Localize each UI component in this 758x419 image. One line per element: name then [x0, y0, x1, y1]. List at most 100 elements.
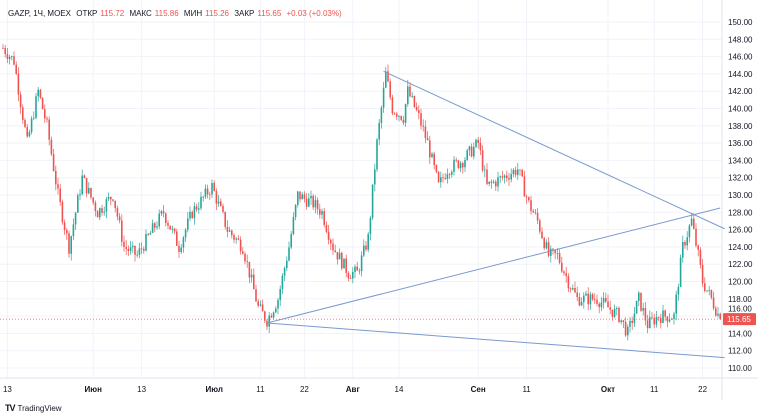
candle-body [695, 228, 697, 246]
candle-body [396, 113, 398, 117]
candle-body [477, 139, 479, 143]
candle-body [488, 181, 490, 184]
candle-body [246, 261, 248, 263]
candle-body [404, 104, 407, 123]
candle-body [180, 247, 182, 253]
candle-body [501, 176, 504, 178]
candle-body [539, 220, 541, 232]
candle-body [677, 286, 680, 295]
candle-body [217, 201, 220, 204]
candle-body [259, 304, 262, 306]
time-tick-label: Июн [84, 385, 102, 394]
candle-body [605, 297, 607, 302]
candle-body [481, 150, 484, 171]
candle-body [310, 195, 312, 199]
candle-body [321, 211, 323, 215]
candle-body [433, 153, 435, 166]
candle-body [712, 297, 715, 309]
candle-body [39, 89, 42, 98]
candle-body [90, 187, 92, 198]
brand-label: TradingView [17, 403, 62, 413]
candle-body [110, 196, 112, 200]
candle-body [345, 258, 347, 273]
candle-body [662, 310, 664, 323]
candle-body [457, 160, 460, 169]
candle-body [187, 218, 189, 230]
candle-body [642, 308, 644, 311]
candle-body [587, 293, 589, 305]
trend-line [383, 70, 725, 230]
candle-body [594, 299, 596, 301]
candle-body [534, 212, 537, 214]
low-value: 115.26 [205, 9, 229, 18]
candle-body [228, 230, 231, 232]
candle-body [422, 125, 424, 127]
time-tick-label: 11 [522, 385, 531, 394]
candle-body [510, 174, 512, 180]
candle-body [283, 268, 286, 276]
price-tick-label: 136.00 [728, 139, 753, 148]
candle-body [371, 184, 374, 218]
candle-body [308, 198, 310, 207]
candle-body [204, 188, 207, 197]
candle-body [701, 264, 704, 284]
candle-body [268, 315, 270, 327]
candle-body [613, 308, 616, 317]
candle-body [85, 178, 88, 194]
candle-body [424, 126, 427, 139]
candle-body [462, 163, 464, 168]
time-tick-label: Окт [601, 385, 615, 394]
candle-body [638, 292, 640, 301]
candle-body [431, 153, 433, 158]
candle-body [503, 175, 506, 178]
candle-body [239, 239, 242, 252]
candle-body [165, 213, 167, 223]
candle-body [514, 169, 517, 175]
candle-body [664, 310, 666, 317]
candle-body [94, 202, 97, 212]
candle-body [334, 250, 336, 253]
candle-body [88, 187, 90, 194]
candle-body [653, 317, 655, 325]
candle-body [620, 320, 622, 323]
candle-body [635, 300, 638, 314]
candlestick-chart[interactable]: 150.00 148.00 146.00 144.00 142.00 140.00 138.… [0, 0, 758, 400]
candle-body [572, 287, 574, 290]
candle-body [470, 146, 473, 157]
tradingview-logo[interactable]: TV TradingView [5, 403, 62, 413]
candle-body [629, 320, 631, 327]
candle-body [602, 297, 605, 303]
candle-body [574, 287, 576, 293]
candle-body [682, 241, 684, 258]
price-tick-label: 128.00 [728, 208, 753, 217]
candle-body [354, 266, 356, 272]
candle-body [13, 56, 15, 65]
candle-body [591, 294, 594, 300]
candle-body [589, 294, 592, 305]
candle-body [288, 247, 290, 261]
candle-body [55, 170, 57, 185]
candle-body [52, 154, 55, 171]
candle-body [107, 196, 110, 200]
candle-body [583, 295, 585, 303]
candle-body [162, 211, 165, 214]
candle-body [81, 175, 83, 195]
candle-body [143, 248, 145, 251]
candle-body [154, 223, 156, 228]
candle-body [360, 255, 363, 272]
price-tick-label: 122.00 [728, 260, 753, 269]
candle-body [99, 208, 101, 218]
candle-body [220, 201, 222, 207]
candle-body [633, 313, 636, 323]
candle-body [618, 307, 620, 323]
candle-body [541, 231, 543, 239]
candle-body [693, 218, 695, 229]
candle-body [519, 169, 521, 171]
candle-body [279, 288, 281, 301]
candle-body [134, 245, 136, 255]
symbol-legend: GAZP, 1Ч, MOEX ОТКР 115.72 МАКС 115.86 МИН… [8, 9, 345, 18]
candle-body [528, 197, 530, 201]
price-tick-label: 118.00 [728, 295, 752, 304]
candle-body [17, 73, 20, 95]
